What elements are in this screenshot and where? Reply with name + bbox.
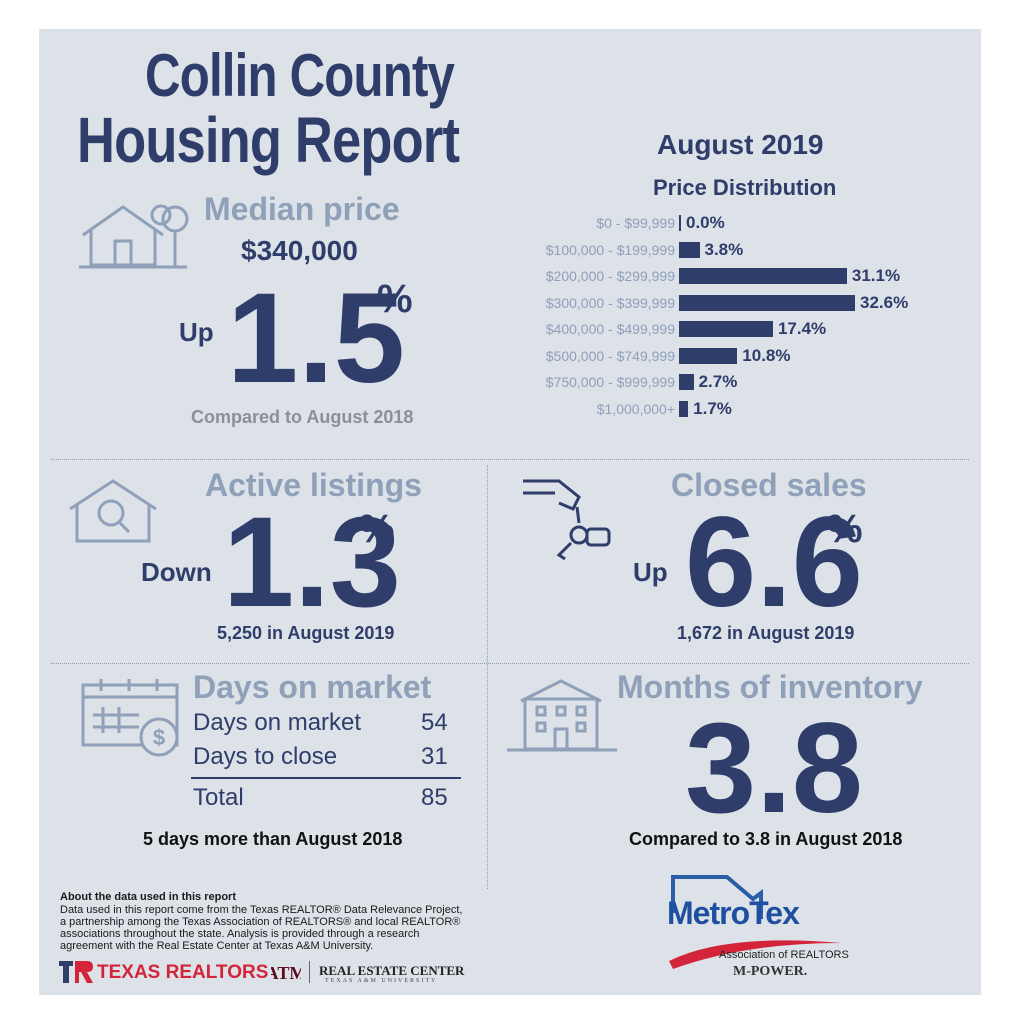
inventory-value: 3.8: [685, 697, 863, 840]
price-bar-value: 31.1%: [851, 266, 901, 285]
divider-1: [51, 459, 969, 460]
real-estate-center-logo-text: REAL ESTATE CENTER: [319, 963, 465, 978]
apartment-building-icon: [507, 679, 617, 752]
price-bar-value: 17.4%: [777, 319, 827, 338]
closed-heading: Closed sales: [671, 467, 867, 503]
texas-realtors-logo-icon: [59, 961, 93, 983]
closed-change: 6.6: [685, 491, 863, 634]
price-bar-value: 10.8%: [742, 345, 791, 365]
real-estate-center-logo-sub: TEXAS A&M UNIVERSITY: [325, 978, 438, 984]
price-distribution-title: Price Distribution: [653, 175, 837, 200]
house-magnifier-icon: [69, 479, 157, 543]
median-change: 1.5: [227, 267, 405, 410]
mpower-logo-text: M-POWER.: [733, 964, 808, 979]
active-change: 1.3: [223, 491, 401, 634]
dom-heading: Days on market: [193, 669, 432, 705]
dom-total-rule: [191, 777, 461, 779]
metrotex-logo-icon: [669, 875, 841, 969]
metrotex-logo-wordmark: MetroTex: [667, 895, 800, 931]
svg-text:ATM: ATM: [271, 963, 301, 983]
dom-row-label-0: Days on market: [193, 709, 362, 736]
price-bar: [679, 321, 773, 337]
metrotex-logo-text: MetroTex: [667, 895, 800, 932]
price-bar: [679, 215, 681, 231]
price-bar-value: 2.7%: [698, 372, 738, 391]
active-direction: Down: [141, 557, 212, 587]
closed-direction: Up: [633, 557, 668, 587]
price-distribution-chart: $0 - $99,999 0.0% $100,000 - $199,999 3.8% $…: [499, 213, 969, 424]
median-price: $340,000: [241, 235, 358, 266]
title-line-2: Housing Report: [77, 104, 460, 176]
price-category-label: $300,000 - $399,999: [545, 294, 675, 311]
texas-am-logo-icon: ATM: [271, 963, 301, 983]
dom-total-label: Total: [193, 784, 244, 811]
price-bar-value: 1.7%: [693, 398, 732, 418]
price-category-label: $1,000,000+: [596, 400, 675, 417]
price-bar-value: 0.0%: [686, 213, 725, 232]
divider-2: [51, 663, 969, 664]
dom-note: 5 days more than August 2018: [143, 829, 403, 849]
active-heading: Active listings: [205, 467, 422, 503]
hand-keys-icon: [523, 479, 611, 561]
about-body: Data used in this report come from the T…: [60, 904, 463, 952]
dom-row-label-1: Days to close: [193, 743, 338, 770]
price-bar: [679, 400, 689, 417]
house-with-tree-icon: [79, 204, 189, 269]
dom-total-value: 85: [421, 784, 448, 811]
price-category-label: $100,000 - $199,999: [545, 241, 675, 258]
price-category-label: $500,000 - $749,999: [545, 347, 675, 364]
about-heading: About the data used in this report: [60, 891, 237, 903]
dom-row-value-0: 54: [421, 709, 448, 736]
price-bar: [679, 294, 855, 311]
price-category-label: $0 - $99,999: [596, 215, 675, 231]
inventory-heading: Months of inventory: [617, 669, 923, 705]
divider-vertical: [487, 465, 488, 889]
price-bar: [679, 374, 694, 390]
active-pct-sign: %: [359, 507, 395, 551]
logo-separator: [309, 961, 310, 983]
price-category-label: $200,000 - $299,999: [545, 268, 675, 284]
inventory-note: Compared to 3.8 in August 2018: [629, 829, 903, 849]
price-category-label: $750,000 - $999,999: [545, 374, 675, 390]
median-pct-sign: %: [377, 277, 413, 321]
calendar-dollar-icon: $: [81, 679, 179, 757]
price-bar-value: 3.8%: [704, 239, 744, 259]
closed-note: 1,672 in August 2019: [677, 623, 855, 643]
dom-row-value-1: 31: [421, 743, 448, 770]
active-note: 5,250 in August 2019: [217, 623, 395, 643]
median-direction: Up: [179, 317, 214, 347]
report-card: Collin County Housing Report Median pric…: [39, 29, 981, 995]
closed-pct-sign: %: [827, 507, 863, 551]
price-bar-value: 32.6%: [860, 292, 909, 312]
price-bar: [679, 347, 738, 364]
median-compare: Compared to August 2018: [191, 407, 414, 427]
median-heading: Median price: [204, 191, 400, 227]
price-bar: [679, 268, 847, 284]
svg-text:$: $: [153, 725, 165, 750]
price-category-label: $400,000 - $499,999: [545, 321, 675, 337]
title-line-1: Collin County: [145, 42, 455, 109]
metrotex-logo-sub: Association of REALTORS: [719, 949, 849, 961]
price-bar: [679, 241, 700, 258]
period-month: August 2019: [657, 129, 824, 160]
texas-realtors-logo-text: TEXAS REALTORS: [97, 962, 269, 983]
